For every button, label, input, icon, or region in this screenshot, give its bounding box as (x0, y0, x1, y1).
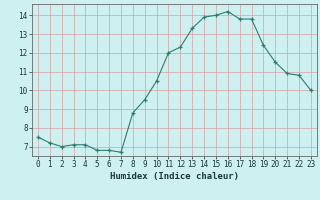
X-axis label: Humidex (Indice chaleur): Humidex (Indice chaleur) (110, 172, 239, 181)
